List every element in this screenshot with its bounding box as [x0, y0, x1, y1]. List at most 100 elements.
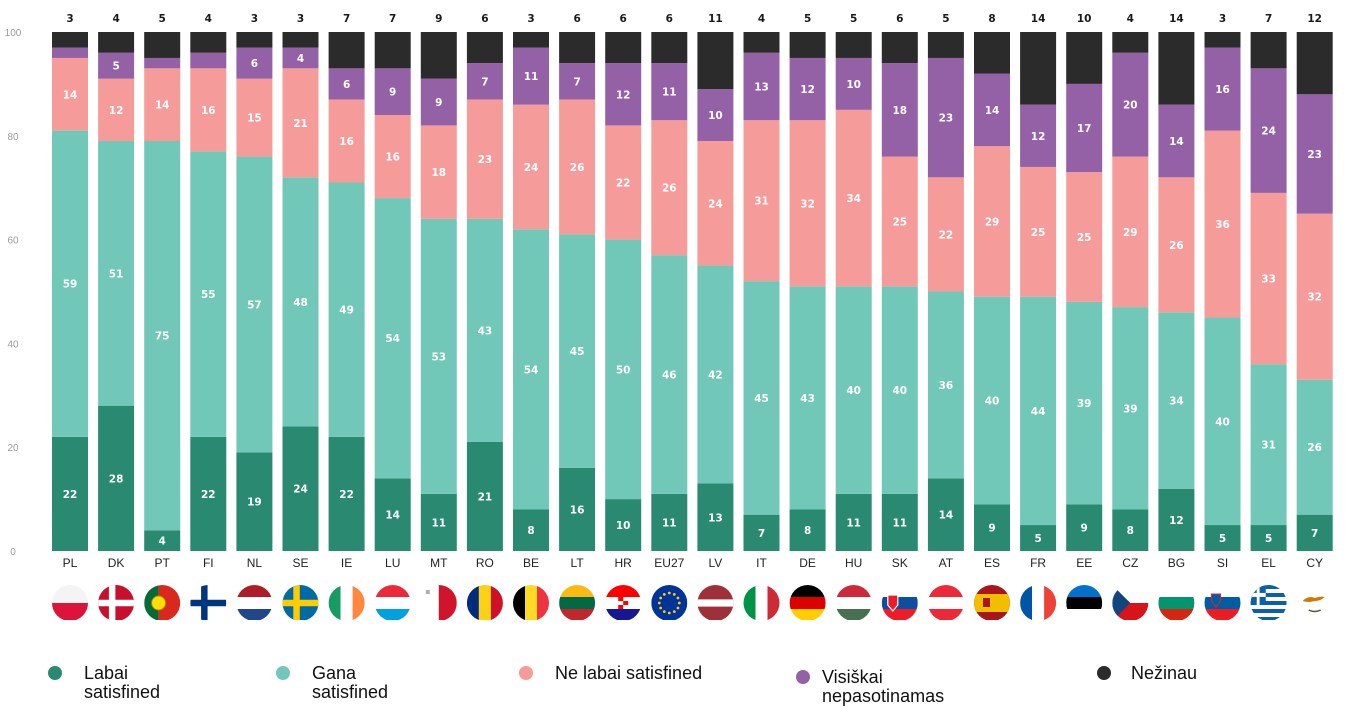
data-label: 21 [478, 492, 493, 504]
data-label: 15 [247, 113, 262, 125]
data-label: 40 [892, 385, 907, 397]
data-label: 31 [1261, 440, 1276, 452]
data-label: 13 [754, 81, 769, 93]
bar-segment [52, 32, 88, 48]
x-tick-label: EU27 [654, 556, 684, 570]
data-label: 5 [850, 13, 857, 25]
bar-segment [1066, 83, 1103, 173]
data-label: 10 [616, 520, 631, 532]
bar-segment [881, 63, 918, 157]
x-tick-label: HU [845, 556, 862, 570]
flag-part [667, 611, 671, 615]
cyprus-flag [1296, 585, 1333, 620]
data-label: 14 [1169, 13, 1184, 25]
flag-part [1308, 609, 1322, 613]
data-label: 14 [385, 510, 400, 522]
bar-segment [1250, 32, 1287, 69]
bar-segment [974, 146, 1010, 297]
flag-part [659, 596, 663, 600]
bar-segment [974, 32, 1010, 74]
flag-part [559, 585, 596, 597]
bar-segment [1296, 94, 1333, 214]
bar-segment [236, 156, 273, 453]
x-tick-label: HR [615, 556, 633, 570]
bar-segment [420, 493, 457, 551]
flag-part [605, 609, 642, 620]
data-label: 10 [708, 110, 723, 122]
bar-segment [374, 115, 411, 199]
flag-part [789, 585, 826, 597]
bar-segment [881, 493, 918, 551]
data-label: 29 [1123, 227, 1138, 239]
bar-segment [1020, 525, 1057, 551]
bar-segment [789, 32, 826, 58]
flag-part [657, 601, 661, 605]
flag-part [835, 609, 872, 620]
x-tick-label: IT [756, 556, 767, 570]
bar-segment [559, 63, 596, 100]
bar-segment [52, 47, 88, 58]
flag-part [98, 599, 135, 607]
flag-part [340, 585, 353, 620]
bar-segment [1112, 307, 1149, 510]
data-label: 11 [431, 517, 446, 529]
bar-segment [881, 286, 918, 494]
bar-segment [1204, 130, 1241, 318]
data-label: 13 [708, 512, 723, 524]
data-label: 40 [985, 395, 1000, 407]
legend-swatch [48, 666, 62, 680]
data-label: 18 [431, 167, 446, 179]
bar-segment [282, 32, 319, 48]
legend-swatch [276, 666, 290, 680]
data-label: 59 [63, 279, 78, 291]
x-tick-label: BE [523, 556, 539, 570]
bar-segment [651, 63, 688, 121]
data-label: 26 [1307, 442, 1322, 454]
data-label: 6 [481, 13, 488, 25]
bar-stack-lu: 14 54 16 9 7 [374, 13, 411, 551]
bar-segment [190, 68, 227, 152]
data-label: 39 [1123, 403, 1138, 415]
bar-stack-si: 5 40 36 16 3 [1204, 13, 1241, 551]
flag-part [466, 585, 479, 620]
flag-part [974, 594, 1010, 612]
bar-segment [559, 32, 596, 64]
data-label: 14 [155, 100, 170, 112]
flag-part [667, 591, 671, 595]
bar-segment [513, 104, 549, 230]
data-label: 22 [63, 489, 78, 501]
flag-part [374, 609, 411, 620]
italy-flag [743, 585, 780, 620]
flag-part [1158, 585, 1195, 597]
bar-segment [420, 125, 457, 219]
x-tick-label: RO [476, 556, 494, 570]
flag-part [835, 597, 872, 609]
bar-segment [466, 99, 503, 219]
data-label: 53 [431, 351, 446, 363]
data-label: 54 [524, 364, 539, 376]
flag-part [1044, 585, 1057, 620]
data-label: 14 [63, 89, 78, 101]
legend-label: Gana satisfined [312, 663, 389, 702]
data-label: 29 [985, 216, 1000, 228]
flag-part [151, 595, 167, 611]
bar-segment [835, 493, 872, 551]
x-tick-label: PL [63, 556, 78, 570]
flag-part [490, 585, 503, 620]
bar-segment [1250, 192, 1287, 365]
bar-segment [236, 452, 273, 551]
bar-segment [1204, 47, 1241, 131]
bar-stack-at: 14 36 22 23 5 [927, 13, 964, 551]
data-label: 22 [616, 178, 631, 190]
data-label: 45 [570, 346, 585, 358]
bar-segment [697, 483, 734, 551]
data-label: 24 [1261, 126, 1276, 138]
data-label: 11 [662, 87, 677, 99]
x-tick-label: LU [385, 556, 400, 570]
flag-part [425, 590, 430, 594]
flag-part [282, 599, 319, 607]
flag-part [1032, 585, 1045, 620]
bar-segment [98, 78, 135, 141]
flag-part [618, 597, 624, 601]
estonia-flag [1066, 585, 1103, 620]
